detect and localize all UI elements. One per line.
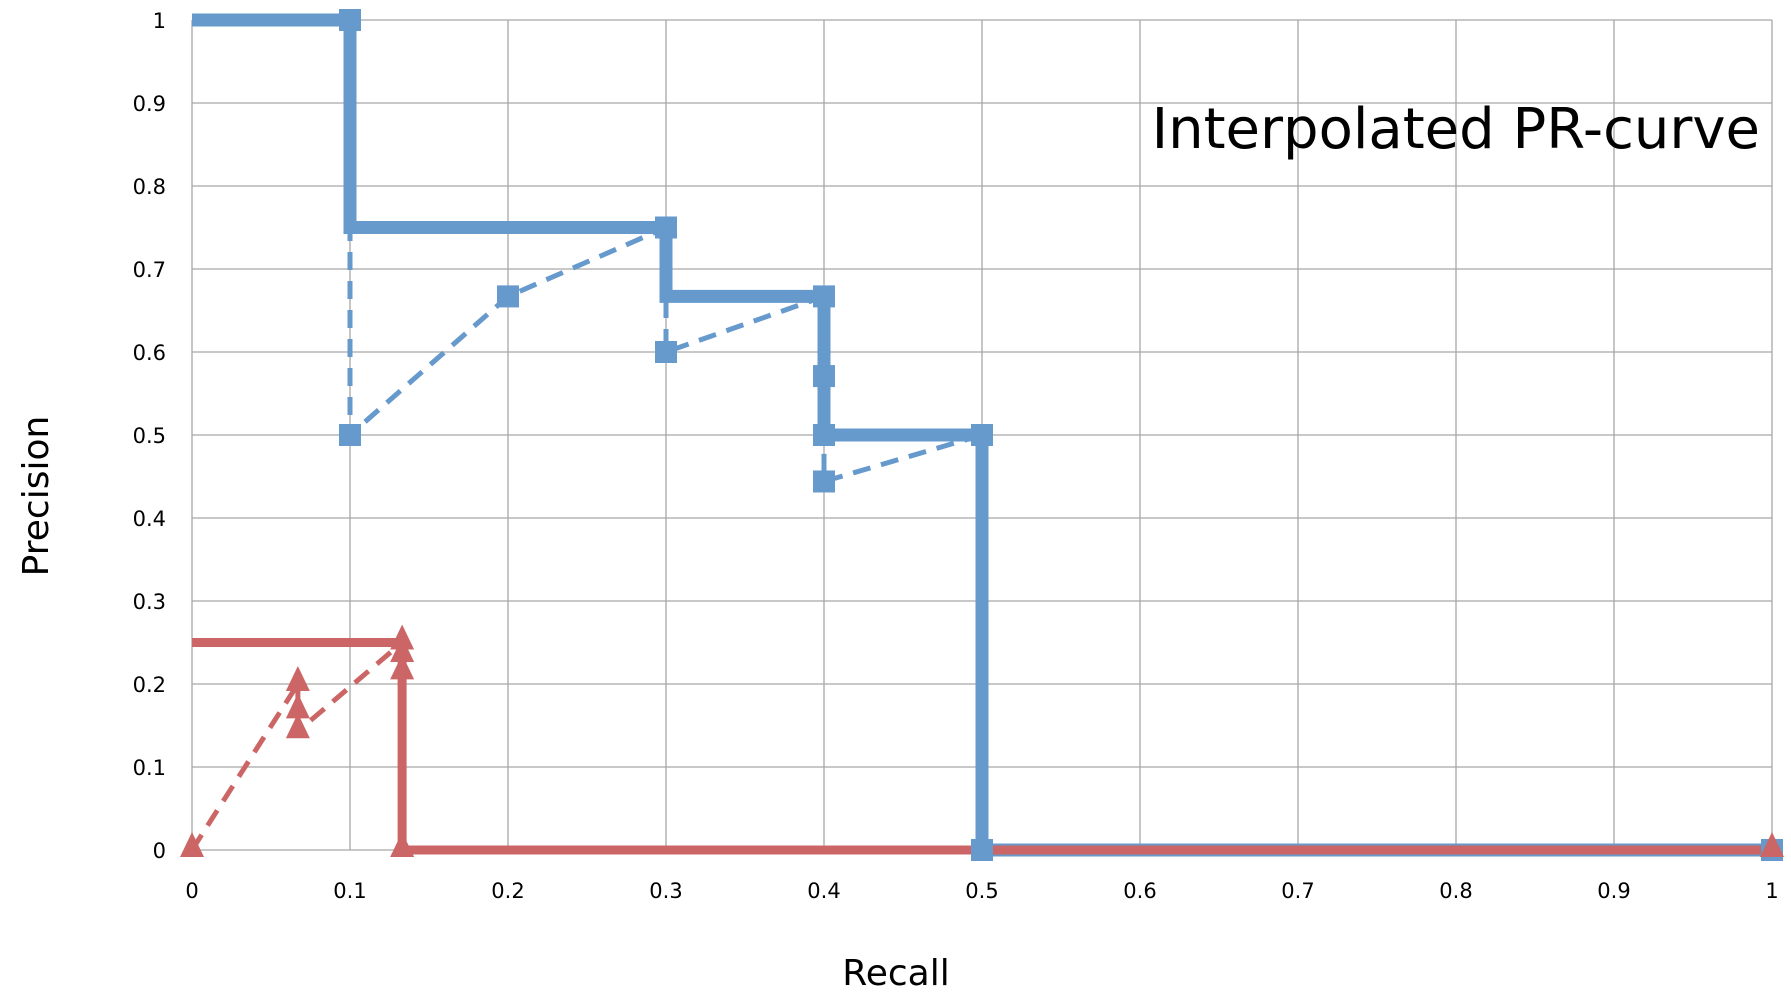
series-marker-square	[339, 9, 361, 31]
series-line-1	[347, 20, 983, 485]
series-marker-square	[971, 424, 993, 446]
x-tick-label: 0.2	[491, 879, 524, 903]
y-tick-label: 0.6	[133, 341, 166, 365]
series-marker-triangle	[180, 832, 204, 857]
y-tick-label: 0.7	[133, 258, 166, 282]
series-markers	[180, 9, 1784, 861]
y-tick-label: 0.5	[133, 424, 166, 448]
y-axis-title: Precision	[16, 416, 57, 577]
y-tick-label: 0.8	[133, 175, 166, 199]
series-marker-triangle	[390, 832, 415, 857]
series-marker-triangle	[390, 654, 415, 680]
series-line-2	[192, 638, 1772, 855]
series-marker-triangle	[285, 713, 310, 739]
y-tick-label: 0.2	[133, 673, 166, 697]
series-marker-square	[655, 341, 677, 363]
series-marker-square	[339, 424, 361, 446]
x-axis-title: Recall	[842, 953, 949, 994]
series-marker-triangle	[285, 666, 310, 691]
series-marker-square	[813, 470, 835, 493]
x-tick-label: 0.9	[1597, 879, 1630, 903]
series-marker-triangle	[285, 693, 310, 719]
x-tick-label: 0.5	[965, 879, 998, 903]
x-tick-label: 1	[1765, 879, 1778, 903]
series-marker-triangle	[390, 636, 415, 662]
x-tick-label: 0.3	[649, 879, 682, 903]
chart-title: Interpolated PR-curve	[1152, 97, 1760, 162]
x-tick-label: 0.4	[807, 879, 840, 903]
x-tick-label: 0.1	[333, 879, 366, 903]
series-marker-square	[497, 285, 519, 308]
y-tick-label: 0.9	[133, 92, 166, 116]
x-tick-label: 0.8	[1439, 879, 1472, 903]
x-tick-label: 0	[185, 879, 198, 903]
series-marker-square	[813, 365, 835, 388]
series-lines	[189, 13, 1772, 857]
y-tick-label: 0.3	[133, 590, 166, 614]
series-marker-square	[813, 424, 835, 446]
series-marker-triangle	[1760, 832, 1784, 857]
x-tick-label: 0.7	[1281, 879, 1314, 903]
y-tick-label: 0.4	[133, 507, 166, 531]
y-tick-label: 1	[153, 9, 166, 33]
y-tick-label: 0.1	[133, 756, 166, 780]
tick-labels: 0 0.1 0.2 0.3 0.4 0.5 0.6 0.7 0.8 0.9 1 0 0.1 0.2 0.3 0…	[133, 9, 1779, 903]
x-tick-label: 0.6	[1123, 879, 1156, 903]
series-marker-square	[813, 285, 835, 308]
series-marker-square	[971, 839, 993, 861]
series-marker-square	[655, 216, 677, 239]
y-tick-label: 0	[153, 839, 166, 863]
